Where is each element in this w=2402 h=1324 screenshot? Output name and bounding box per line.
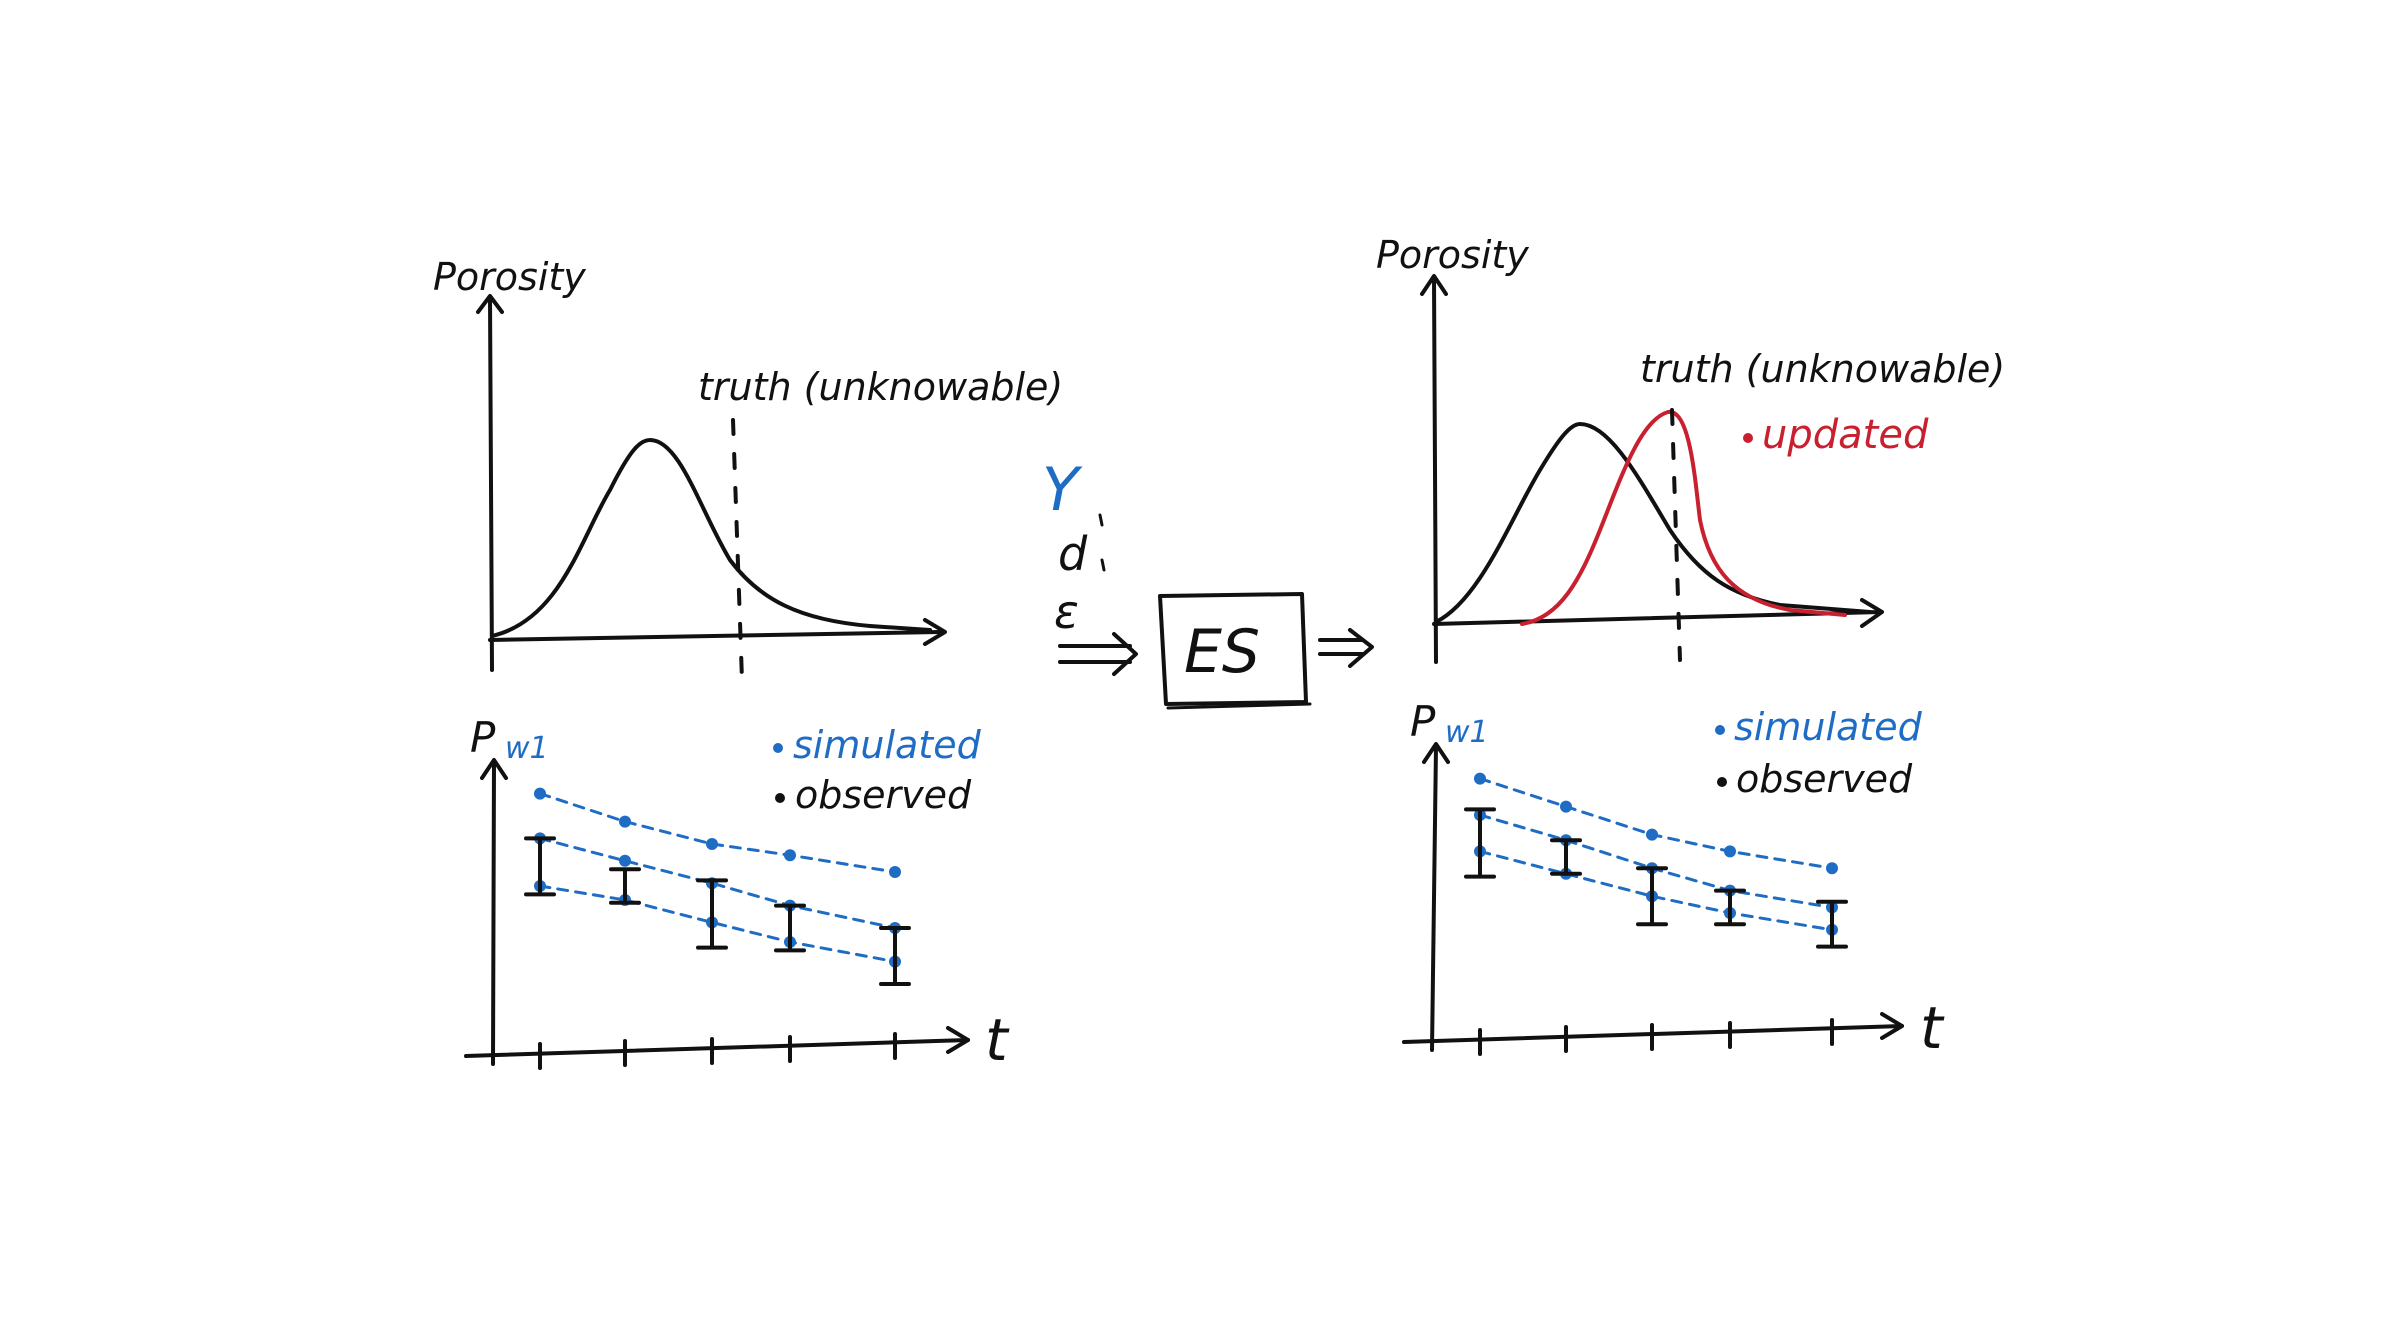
right-updated-legend-dot xyxy=(1743,433,1753,443)
right-prior-distribution-curve xyxy=(1434,422,1872,624)
left-simulated-point-1-2 xyxy=(619,815,631,828)
left-simulated-point-2-2 xyxy=(619,854,631,867)
left-production-ylabel: P xyxy=(470,713,496,762)
left-production-x-arrow xyxy=(946,1026,970,1054)
input-double-arrow-shaft xyxy=(1058,644,1132,664)
left-legend-simulated-dot xyxy=(773,743,783,753)
right-production-x-arrow xyxy=(1880,1012,1904,1040)
left-porosity-y-axis xyxy=(488,296,494,672)
left-simulated-line-2 xyxy=(538,836,897,930)
right-simulated-point-1-4 xyxy=(1724,845,1736,858)
left-simulated-point-1-1 xyxy=(534,787,546,800)
right-porosity-chart: Porosity truth (unknowable) updated xyxy=(1376,233,2005,664)
right-simulated-line-3 xyxy=(1478,849,1834,932)
left-simulated-series xyxy=(534,787,901,968)
left-observed-errorbar-3 xyxy=(696,878,728,950)
right-simulated-point-1-1 xyxy=(1474,772,1486,785)
left-observed-errorbar-1 xyxy=(524,836,556,897)
right-simulated-series xyxy=(1474,772,1838,936)
left-observed-errorbar-5 xyxy=(879,926,911,986)
right-production-ylabel: P xyxy=(1410,697,1436,746)
right-legend-simulated: simulated xyxy=(1734,705,1923,749)
es-box xyxy=(1158,592,1308,706)
left-prior-distribution-curve xyxy=(490,438,932,638)
right-porosity-y-axis xyxy=(1432,276,1438,664)
right-porosity-x-axis xyxy=(1432,610,1882,626)
output-double-arrow-head xyxy=(1348,628,1374,668)
left-observed-errorbar-2 xyxy=(609,867,641,905)
right-production-chart: P w1 t simulated observed xyxy=(1402,697,1945,1062)
right-production-y-arrow xyxy=(1422,742,1450,764)
left-porosity-y-arrow xyxy=(476,294,504,314)
input-y: Y xyxy=(1042,455,1083,525)
right-simulated-point-1-3 xyxy=(1646,828,1658,841)
left-observed-errorbar-4 xyxy=(774,903,806,953)
right-observed-errorbar-4 xyxy=(1714,888,1746,927)
right-truth-dashed-line xyxy=(1670,408,1682,662)
right-production-y-axis xyxy=(1430,744,1438,1052)
right-updated-distribution-curve xyxy=(1520,409,1847,626)
left-production-ylabel-sub: w1 xyxy=(505,731,549,766)
left-truth-label: truth (unknowable) xyxy=(698,365,1063,409)
right-observed-errorbar-5 xyxy=(1816,899,1848,949)
left-legend-simulated: simulated xyxy=(793,723,982,767)
input-separator-marks xyxy=(1098,513,1106,572)
right-observed-series xyxy=(1464,807,1848,949)
right-simulated-point-1-5 xyxy=(1826,862,1838,875)
left-simulated-point-1-5 xyxy=(889,866,901,878)
right-observed-errorbar-2 xyxy=(1550,838,1582,876)
right-observed-errorbar-3 xyxy=(1636,866,1668,927)
right-production-ylabel-sub: w1 xyxy=(1445,715,1489,750)
left-simulated-line-3 xyxy=(538,884,897,964)
right-production-xlabel: t xyxy=(1920,994,1945,1062)
left-porosity-x-arrow xyxy=(923,618,947,646)
left-porosity-ylabel: Porosity xyxy=(433,255,586,299)
ensemble-smoother-block: Y d ε ES xyxy=(1042,455,1374,710)
left-production-y-arrow xyxy=(480,758,508,780)
left-porosity-x-axis xyxy=(488,630,942,642)
left-production-chart: P w1 t simulated observed xyxy=(464,713,1010,1074)
right-porosity-y-arrow xyxy=(1420,274,1448,296)
output-double-arrow-shaft xyxy=(1318,638,1364,656)
right-legend-simulated-dot xyxy=(1715,725,1725,735)
right-truth-label: truth (unknowable) xyxy=(1640,347,2005,391)
left-truth-dashed-line xyxy=(731,418,744,682)
left-porosity-chart: Porosity truth (unknowable) xyxy=(433,255,1063,682)
left-simulated-point-1-4 xyxy=(784,849,796,862)
right-production-x-ticks xyxy=(1478,1018,1834,1056)
left-simulated-point-1-3 xyxy=(706,838,718,850)
left-observed-series xyxy=(524,836,911,986)
right-legend-observed-dot xyxy=(1717,777,1727,787)
right-simulated-point-1-2 xyxy=(1560,800,1572,813)
input-double-arrow-head xyxy=(1112,632,1138,676)
es-box-shadow-line xyxy=(1166,702,1312,710)
right-legend-observed: observed xyxy=(1736,757,1913,801)
left-legend-observed-dot xyxy=(775,793,785,803)
input-epsilon: ε xyxy=(1054,585,1079,639)
right-porosity-x-arrow xyxy=(1860,598,1884,628)
left-production-x-axis xyxy=(464,1038,970,1058)
right-observed-errorbar-1 xyxy=(1464,807,1496,879)
es-box-label: ES xyxy=(1184,617,1260,687)
left-production-xlabel: t xyxy=(985,1006,1010,1074)
right-updated-label: updated xyxy=(1762,412,1929,458)
left-production-x-ticks xyxy=(538,1032,897,1070)
left-production-y-axis xyxy=(491,760,496,1066)
right-porosity-ylabel: Porosity xyxy=(1376,233,1529,277)
left-legend-observed: observed xyxy=(795,773,972,817)
input-d: d xyxy=(1058,527,1088,581)
